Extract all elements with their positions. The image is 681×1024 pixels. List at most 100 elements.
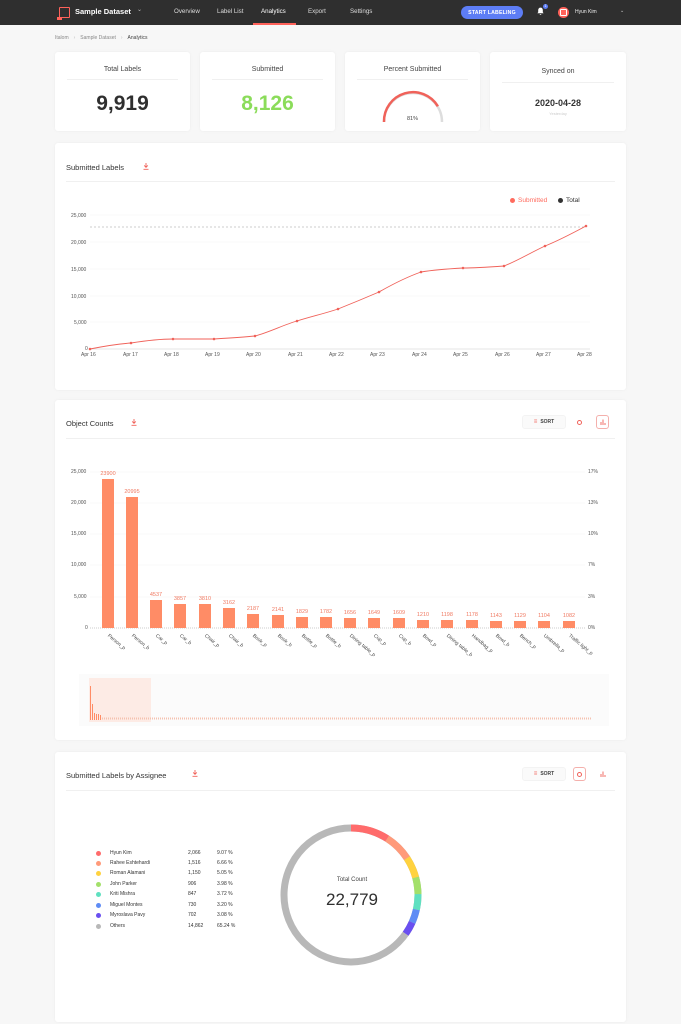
line-chart <box>88 214 590 351</box>
bar-view-button[interactable] <box>596 415 609 429</box>
x-tick: Apr 28 <box>577 352 592 358</box>
y2-tick: 13% <box>588 500 599 506</box>
sync-relative: Yesterday <box>549 111 567 116</box>
stat-title: Total Labels <box>103 66 142 73</box>
download-icon[interactable] <box>131 419 137 426</box>
sort-icon: ≡ <box>533 771 538 777</box>
y2-tick: 17% <box>588 469 599 475</box>
divider <box>66 181 615 182</box>
nav-settings[interactable]: Settings <box>350 8 373 15</box>
legend-row[interactable]: Others 14,862 65.24 % <box>96 922 235 930</box>
legend-row[interactable]: Miguel Montes 730 3.20 % <box>96 901 233 909</box>
panel-title: Submitted Labels by Assignee <box>66 771 167 780</box>
gauge-percent: 81% <box>406 116 418 122</box>
sync-date: 2020-04-28 <box>534 98 582 108</box>
stat-title: Percent Submitted <box>383 66 442 73</box>
user-name[interactable]: Hyun Kim <box>575 9 597 15</box>
scroller-brush-handle[interactable] <box>89 678 151 722</box>
chevron-down-icon[interactable]: ⌄ <box>137 7 143 13</box>
y2-tick: 7% <box>588 562 596 568</box>
chart-overview-scroller[interactable] <box>79 674 609 726</box>
bar-value: 1129 <box>514 613 526 619</box>
breadcrumb-item[interactable]: Sample Dataset <box>80 35 116 41</box>
y-tick: 0 <box>85 346 88 352</box>
x-tick: Apr 16 <box>81 352 96 358</box>
bar-chart-icon <box>600 771 605 777</box>
bar-value: 20995 <box>124 489 140 495</box>
sort-button[interactable]: ≡ SORT <box>522 767 566 781</box>
stat-title: Synced on <box>541 68 575 75</box>
download-icon[interactable] <box>192 770 198 777</box>
x-tick: Apr 18 <box>164 352 179 358</box>
bar-view-button[interactable] <box>596 767 609 781</box>
gauge-chart <box>382 90 444 123</box>
legend-submitted[interactable]: Submitted <box>510 197 547 204</box>
divider <box>66 438 615 439</box>
donut-chart <box>280 824 422 966</box>
chevron-down-icon[interactable]: ⌄ <box>620 8 625 14</box>
x-tick: Apr 26 <box>495 352 510 358</box>
x-tick: Apr 20 <box>246 352 261 358</box>
y-tick: 25,000 <box>71 213 87 219</box>
divider <box>67 79 178 80</box>
bar-value: 1104 <box>538 613 550 619</box>
legend-dot <box>96 870 101 876</box>
y-tick: 25,000 <box>71 469 87 475</box>
x-tick: Apr 22 <box>329 352 344 358</box>
donut-view-button[interactable] <box>573 767 586 781</box>
x-tick: Apr 25 <box>453 352 468 358</box>
legend-row[interactable]: John Parker 906 3.98 % <box>96 880 233 888</box>
breadcrumb: Italom › Sample Dataset › Analytics <box>55 35 148 41</box>
nav-export[interactable]: Export <box>308 8 326 15</box>
donut-view-button[interactable] <box>573 415 586 429</box>
legend-row[interactable]: Kriti Mishra 847 3.72 % <box>96 890 233 898</box>
stat-value: 8,126 <box>241 92 294 115</box>
panel-title: Object Counts <box>66 419 114 428</box>
y2-tick: 10% <box>588 531 599 537</box>
download-icon[interactable] <box>143 163 149 170</box>
submitted-card: Submitted 8,126 <box>200 52 335 131</box>
bar-value: 4537 <box>149 592 163 598</box>
y-tick: 5,000 <box>74 320 87 326</box>
legend-row[interactable]: Myroslava Pavy 702 3.08 % <box>96 911 233 919</box>
bar-value: 3810 <box>198 596 212 602</box>
notification-badge: 1 <box>543 4 548 9</box>
legend-dot <box>96 860 101 866</box>
nav-analytics[interactable]: Analytics <box>261 8 286 15</box>
bar-value: 1210 <box>416 612 430 618</box>
legend-row[interactable]: Rahee Eshtehardi 1,516 6.66 % <box>96 859 233 867</box>
legend-row[interactable]: Hyun Kim 2,066 9.07 % <box>96 849 233 857</box>
bar-value: 1178 <box>466 612 478 618</box>
bell-icon[interactable] <box>537 7 544 16</box>
bar-value: 1649 <box>367 610 381 616</box>
total-labels-card: Total Labels 9,919 <box>55 52 190 131</box>
overview-mini-bars <box>90 686 592 720</box>
divider <box>357 79 468 80</box>
bar-value: 1609 <box>392 610 406 616</box>
bar-value: 1829 <box>295 609 309 615</box>
synced-on-card: Synced on 2020-04-28 Yesterday <box>490 52 626 131</box>
y-tick: 0 <box>85 625 88 631</box>
y2-tick: 0% <box>588 625 596 631</box>
nav-label-list[interactable]: Label List <box>217 8 244 15</box>
avatar[interactable] <box>558 7 569 18</box>
legend-row[interactable]: Roman Alamani 1,150 5.05 % <box>96 869 233 877</box>
bar-chart-icon <box>600 419 605 425</box>
breadcrumb-item[interactable]: Italom <box>55 35 69 41</box>
legend-total[interactable]: Total <box>558 197 580 204</box>
legend-dot <box>96 902 101 908</box>
bar-value: 2187 <box>246 606 260 612</box>
sort-button[interactable]: ≡ SORT <box>522 415 566 429</box>
y-tick: 15,000 <box>71 531 87 537</box>
active-tab-indicator <box>253 23 296 25</box>
dataset-name[interactable]: Sample Dataset <box>75 7 131 16</box>
y-tick: 20,000 <box>71 500 87 506</box>
donut-center-value: 22,779 <box>326 890 378 909</box>
nav-overview[interactable]: Overview <box>174 8 200 15</box>
x-tick: Apr 27 <box>536 352 551 358</box>
bar-value: 1082 <box>562 613 576 619</box>
bar-value: 2141 <box>271 607 285 613</box>
start-labeling-button[interactable]: START LABELING <box>461 6 523 19</box>
dataset-logo-icon[interactable] <box>57 7 70 20</box>
donut-icon <box>577 419 582 425</box>
